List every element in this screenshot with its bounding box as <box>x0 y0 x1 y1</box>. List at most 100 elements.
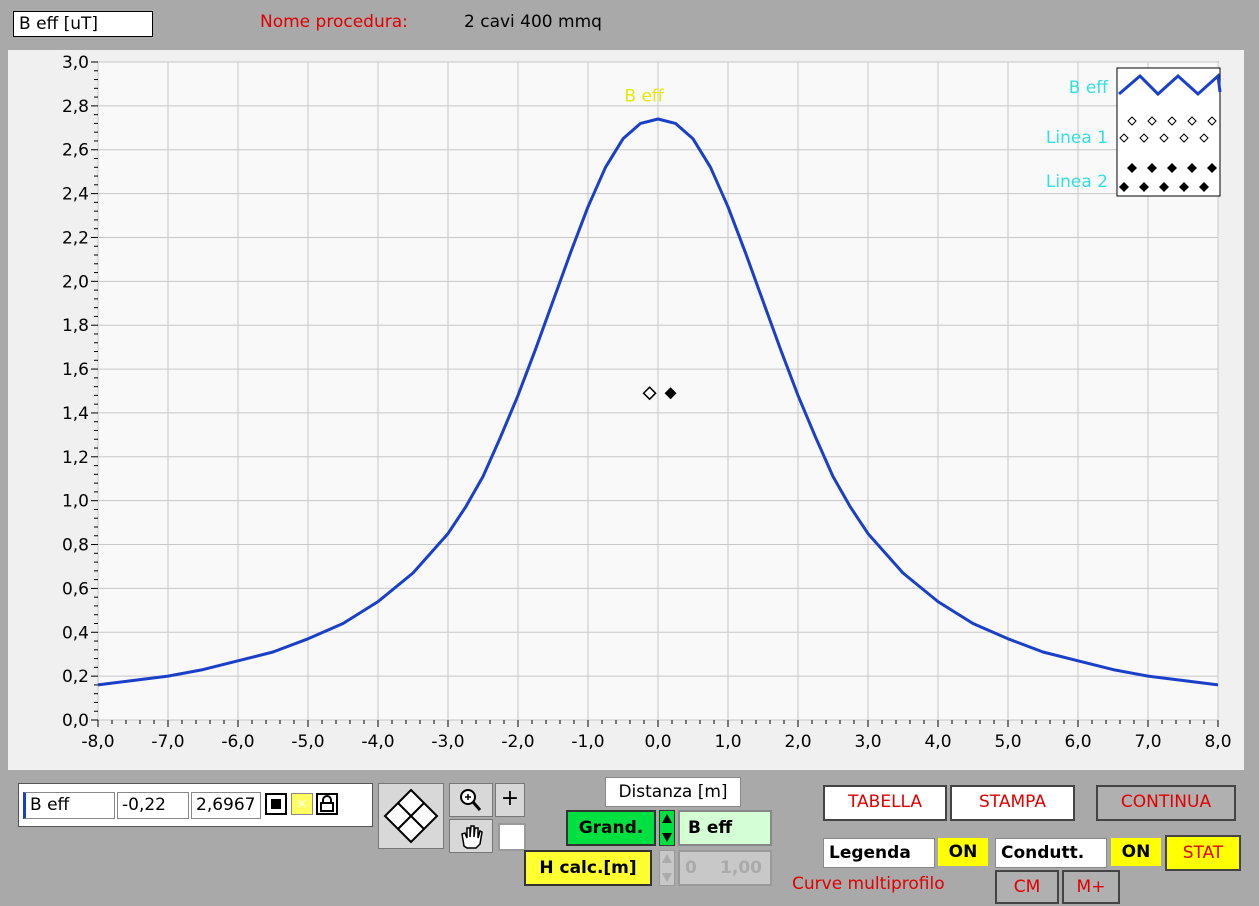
y-tick-label: 2,4 <box>62 185 89 205</box>
hcalc-spinner[interactable] <box>659 850 675 886</box>
legend-linea-1-marker <box>1207 116 1217 126</box>
legend-linea-1-marker <box>1159 133 1169 143</box>
x-tick-label: -5,0 <box>291 732 324 752</box>
cursor-move-button[interactable] <box>378 783 444 849</box>
crosshair-tool-button[interactable]: + <box>495 783 525 817</box>
grand-spinner[interactable] <box>659 810 675 846</box>
procedure-label: Nome procedura: <box>260 12 408 32</box>
tool-indicator-box[interactable] <box>498 823 526 851</box>
cursor-name-field[interactable]: B eff <box>23 792 115 819</box>
continua-button[interactable]: CONTINUA <box>1096 785 1236 821</box>
x-tick-label: -3,0 <box>431 732 464 752</box>
x-tick-label: 4,0 <box>924 732 951 752</box>
procedure-value: 2 cavi 400 mmq <box>464 12 602 32</box>
cursor-lock-icon[interactable] <box>316 793 338 815</box>
legend-linea-2-marker <box>1207 163 1217 173</box>
move-diamond-icon <box>383 788 439 844</box>
x-tick-label: 2,0 <box>784 732 811 752</box>
legend-linea-1-marker <box>1167 116 1177 126</box>
y-axis-label-field[interactable]: B eff [uT] <box>13 11 153 37</box>
y-tick-label: 3,0 <box>62 53 89 73</box>
x-tick-label: -2,0 <box>501 732 534 752</box>
series-linea-1-point <box>642 386 657 401</box>
y-tick-label: 0,0 <box>62 711 89 731</box>
y-tick-label: 2,8 <box>62 97 89 117</box>
condutt-label: Condutt. <box>995 838 1107 868</box>
condutt-toggle[interactable]: ON <box>1111 838 1161 866</box>
x-tick-label: -6,0 <box>221 732 254 752</box>
zoom-tool-button[interactable] <box>449 783 493 817</box>
cursor-point-icon[interactable]: × <box>291 793 313 815</box>
legend-linea-1-marker <box>1119 133 1129 143</box>
hcalc-selector-button[interactable]: H calc.[m] <box>524 850 652 886</box>
cursor-x-field[interactable]: -0,22 <box>117 792 189 819</box>
grand-selector-button[interactable]: Grand. <box>566 810 656 846</box>
hcalc-value-field[interactable]: 0 1,00 <box>678 850 772 886</box>
y-tick-label: 1,6 <box>62 360 89 380</box>
y-tick-label: 2,6 <box>62 141 89 161</box>
x-axis-label-field[interactable]: Distanza [m] <box>605 777 741 807</box>
y-tick-label: 1,0 <box>62 492 89 512</box>
zoom-icon <box>460 789 482 811</box>
tabella-button[interactable]: TABELLA <box>823 785 947 821</box>
legend-label-b-eff: B eff <box>1069 78 1110 98</box>
grand-value-field[interactable]: B eff <box>678 810 772 846</box>
hcalc-value: 1,00 <box>720 858 762 878</box>
x-tick-label: 6,0 <box>1064 732 1091 752</box>
y-tick-label: 1,4 <box>62 404 89 424</box>
y-tick-label: 0,4 <box>62 623 89 643</box>
legenda-label: Legenda <box>823 838 935 868</box>
chart-svg[interactable]: -8,0 -7,0 -6,0 -5,0 -4,0 -3,0 -2,0 -1,0 0,0 1,0 2,… <box>8 50 1244 770</box>
series-b-eff-line <box>97 117 1219 687</box>
legend-linea-1-marker <box>1179 133 1189 143</box>
legend-linea-2-marker <box>1139 182 1149 192</box>
legend-linea-2-marker <box>1159 182 1169 192</box>
legend: B eff Linea 1 Linea 2 <box>1046 67 1222 197</box>
legend-line-sample <box>1118 72 1222 97</box>
y-tick-label: 2,0 <box>62 272 89 292</box>
legend-linea-2-marker <box>1179 182 1189 192</box>
y-tick-label: 1,8 <box>62 316 89 336</box>
x-tick-label: -7,0 <box>151 732 184 752</box>
y-tick-label: 0,8 <box>62 536 89 556</box>
pan-tool-button[interactable] <box>449 819 493 853</box>
y-tick-label: 1,2 <box>62 448 89 468</box>
plot-panel: -8,0 -7,0 -6,0 -5,0 -4,0 -3,0 -2,0 -1,0 0,0 1,0 2,… <box>8 50 1244 770</box>
legend-linea-1-marker <box>1147 116 1157 126</box>
x-tick-label: 8,0 <box>1204 732 1231 752</box>
x-tick-label: 3,0 <box>854 732 881 752</box>
x-tick-label: 7,0 <box>1134 732 1161 752</box>
mplus-button[interactable]: M+ <box>1062 870 1120 904</box>
legend-label-linea-1: Linea 1 <box>1046 128 1108 148</box>
x-tick-label: -1,0 <box>571 732 604 752</box>
crosshair-icon: + <box>500 786 520 811</box>
legend-linea-1-marker <box>1127 116 1137 126</box>
cm-button[interactable]: CM <box>995 870 1059 904</box>
x-tick-label: -4,0 <box>361 732 394 752</box>
cursor-readout: B eff -0,22 2,6967 × <box>18 783 373 827</box>
curve-annotation: B eff <box>624 86 665 106</box>
y-tick-label: 2,2 <box>62 228 89 248</box>
legend-linea-2-marker <box>1119 182 1129 192</box>
x-tick-label: 0,0 <box>644 732 671 752</box>
multiprofile-label: Curve multiprofilo <box>792 874 945 894</box>
hand-icon <box>461 825 483 849</box>
legend-linea-2-marker <box>1199 182 1209 192</box>
cursor-style-icon[interactable] <box>265 793 287 815</box>
cursor-y-field[interactable]: 2,6967 <box>191 792 261 819</box>
hcalc-index: 0 <box>685 858 697 878</box>
x-tick-label: 5,0 <box>994 732 1021 752</box>
y-tick-label: 0,2 <box>62 667 89 687</box>
spinner-arrows-icon <box>662 854 672 882</box>
legend-linea-2-marker <box>1127 163 1137 173</box>
legenda-toggle[interactable]: ON <box>938 838 988 866</box>
stat-button[interactable]: STAT <box>1165 835 1241 871</box>
series-linea-2-point <box>664 387 677 400</box>
legend-linea-1-marker <box>1187 116 1197 126</box>
stampa-button[interactable]: STAMPA <box>950 785 1075 821</box>
x-tick-label: 1,0 <box>714 732 741 752</box>
y-tick-label: 0,6 <box>62 579 89 599</box>
legend-label-linea-2: Linea 2 <box>1046 172 1108 192</box>
legend-linea-1-marker <box>1139 133 1149 143</box>
legend-linea-2-marker <box>1167 163 1177 173</box>
